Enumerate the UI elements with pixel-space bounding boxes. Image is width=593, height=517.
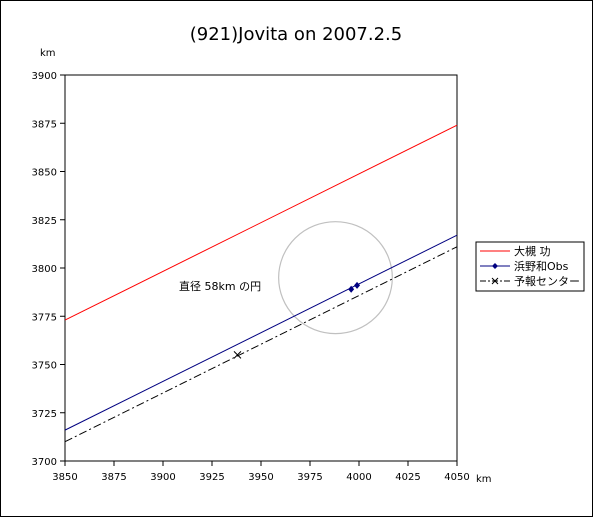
- series-marker-x: [233, 350, 242, 359]
- x-tick-label: 3875: [101, 472, 126, 483]
- x-tick-label: 3925: [199, 472, 224, 483]
- plot-border: [64, 74, 458, 462]
- x-tick-label: 4050: [444, 472, 469, 483]
- diameter-circle: [278, 221, 393, 335]
- legend-label-2: 浜野和Obs: [514, 260, 569, 273]
- y-tick-label: 3775: [32, 312, 57, 323]
- y-tick-label: 3750: [32, 361, 57, 372]
- series-marker-diamond: [354, 281, 361, 289]
- legend-marker-x: [491, 277, 499, 285]
- series-line-1: [64, 124, 458, 321]
- chart-title: (921)Jovita on 2007.2.5: [190, 24, 402, 45]
- x-tick-label: 3950: [248, 472, 273, 483]
- series-line-2: [64, 234, 458, 431]
- y-tick-label: 3825: [32, 216, 57, 227]
- y-tick-label: 3800: [32, 264, 57, 275]
- x-tick-label: 3900: [150, 472, 175, 483]
- y-tick-label: 3850: [32, 168, 57, 179]
- y-tick-label: 3725: [32, 409, 57, 420]
- x-tick-label: 3850: [52, 472, 77, 483]
- circle-annotation: 直径 58km の円: [179, 279, 261, 293]
- y-tick-label: 3875: [32, 119, 57, 130]
- legend-label-3: 予報センター: [514, 275, 580, 288]
- x-tick-label: 3975: [297, 472, 322, 483]
- y-tick-label: 3900: [32, 71, 57, 82]
- plot-area: 3850 3875 3900 3925 3950 3975 4000 4025 4050 3700…: [32, 71, 470, 483]
- legend-label-1: 大槻 功: [514, 244, 551, 258]
- x-tick-label: 4025: [395, 472, 420, 483]
- x-tick-label: 4000: [346, 472, 371, 483]
- y-axis-unit: km: [40, 48, 56, 59]
- series-line-3: [64, 246, 458, 443]
- series-marker-diamond: [348, 285, 355, 293]
- y-tick-label: 3700: [32, 457, 57, 468]
- x-axis-unit: km: [476, 474, 492, 485]
- legend-marker-diamond: [492, 263, 498, 269]
